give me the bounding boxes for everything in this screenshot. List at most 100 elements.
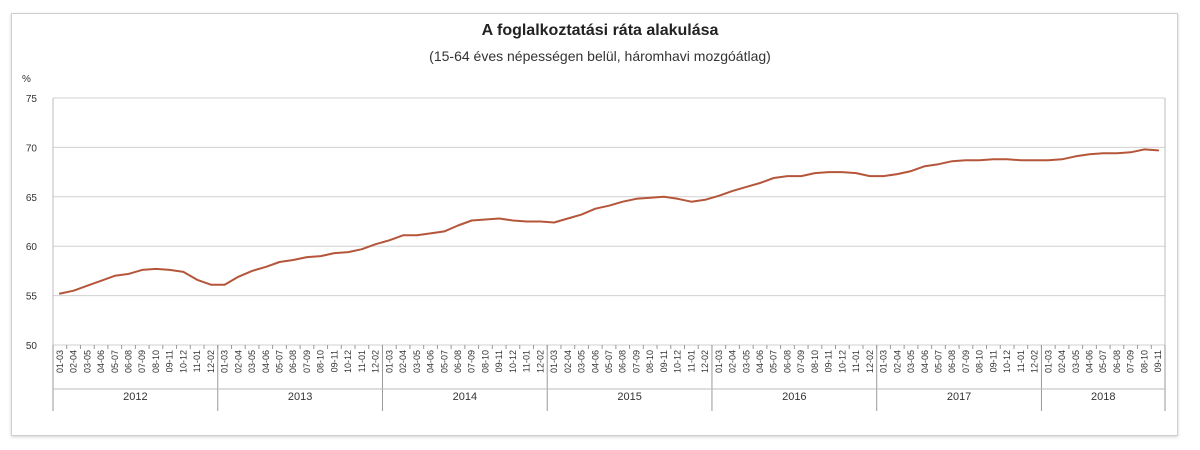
data-point bbox=[827, 171, 829, 173]
data-point bbox=[361, 248, 363, 250]
x-year-label-2015: 2015 bbox=[617, 391, 641, 403]
x-month-label: 05-07 bbox=[933, 350, 943, 373]
x-month-label: 02-04 bbox=[1057, 350, 1067, 373]
data-point bbox=[155, 268, 157, 270]
x-month-label: 11-01 bbox=[357, 350, 367, 372]
x-month-label: 06-08 bbox=[1112, 350, 1122, 373]
x-month-label: 05-07 bbox=[110, 350, 120, 373]
x-month-label: 03-05 bbox=[906, 350, 916, 373]
data-point bbox=[237, 276, 239, 278]
chart-frame bbox=[11, 13, 1178, 436]
x-month-label: 06-08 bbox=[947, 350, 957, 373]
data-point bbox=[580, 213, 582, 215]
x-month-label: 07-09 bbox=[467, 350, 477, 373]
x-month-label: 03-05 bbox=[741, 350, 751, 373]
data-point bbox=[937, 163, 939, 165]
data-point bbox=[965, 159, 967, 161]
x-month-label: 12-02 bbox=[865, 350, 875, 373]
x-month-label: 10-12 bbox=[343, 350, 353, 373]
data-point bbox=[320, 255, 322, 257]
x-month-label: 10-12 bbox=[1002, 350, 1012, 373]
x-month-label: 06-08 bbox=[124, 350, 134, 373]
data-point bbox=[896, 173, 898, 175]
chart-subtitle: (15-64 éves népességen belül, háromhavi … bbox=[429, 48, 771, 64]
data-point bbox=[855, 172, 857, 174]
data-point bbox=[86, 285, 88, 287]
y-axis-label: % bbox=[22, 74, 31, 85]
x-month-label: 09-11 bbox=[824, 350, 834, 372]
series-layer bbox=[58, 148, 1160, 295]
data-point bbox=[306, 256, 308, 258]
data-point bbox=[333, 252, 335, 254]
x-month-label: 07-09 bbox=[302, 350, 312, 373]
x-month-label: 03-05 bbox=[247, 350, 257, 373]
data-point bbox=[1102, 152, 1104, 154]
x-month-label: 02-04 bbox=[398, 350, 408, 373]
x-month-label: 05-07 bbox=[604, 350, 614, 373]
x-month-label: 03-05 bbox=[1071, 350, 1081, 373]
data-point bbox=[951, 160, 953, 162]
x-month-label: 05-07 bbox=[275, 350, 285, 373]
x-month-label: 01-03 bbox=[714, 350, 724, 373]
x-month-label: 04-06 bbox=[261, 350, 271, 373]
x-month-label: 03-05 bbox=[577, 350, 587, 373]
x-month-label: 04-06 bbox=[755, 350, 765, 373]
grid-layer bbox=[53, 97, 1165, 346]
x-month-label: 10-12 bbox=[837, 350, 847, 373]
x-month-label: 11-01 bbox=[192, 350, 202, 372]
x-month-label: 08-10 bbox=[975, 350, 985, 373]
x-month-label: 09-11 bbox=[659, 350, 669, 372]
data-point bbox=[924, 165, 926, 167]
x-year-label-2013: 2013 bbox=[288, 391, 312, 403]
data-point bbox=[168, 269, 170, 271]
data-point bbox=[1006, 158, 1008, 160]
data-point bbox=[72, 289, 74, 291]
x-month-label: 03-05 bbox=[82, 350, 92, 373]
data-point bbox=[594, 207, 596, 209]
data-point bbox=[471, 219, 473, 221]
x-month-label: 06-08 bbox=[782, 350, 792, 373]
x-month-label: 04-06 bbox=[96, 350, 106, 373]
data-point bbox=[1033, 159, 1035, 161]
data-point bbox=[553, 221, 555, 223]
x-month-label: 11-01 bbox=[1016, 350, 1026, 372]
data-point bbox=[690, 201, 692, 203]
data-point bbox=[443, 230, 445, 232]
x-month-label: 06-08 bbox=[453, 350, 463, 373]
x-month-label: 02-04 bbox=[233, 350, 243, 373]
data-point bbox=[100, 280, 102, 282]
data-point bbox=[869, 175, 871, 177]
x-month-label: 11-01 bbox=[686, 350, 696, 372]
data-point bbox=[416, 234, 418, 236]
data-point bbox=[127, 273, 129, 275]
data-point bbox=[567, 217, 569, 219]
x-month-label: 07-09 bbox=[1126, 350, 1136, 373]
x-month-label: 07-09 bbox=[631, 350, 641, 373]
x-month-label: 11-01 bbox=[522, 350, 532, 372]
x-month-label: 12-02 bbox=[535, 350, 545, 373]
x-month-label: 01-03 bbox=[549, 350, 559, 373]
y-tick-label-60: 60 bbox=[26, 242, 38, 253]
x-month-label: 08-10 bbox=[1139, 350, 1149, 373]
data-point bbox=[114, 275, 116, 277]
data-point bbox=[992, 158, 994, 160]
x-month-label: 06-08 bbox=[288, 350, 298, 373]
data-point bbox=[388, 239, 390, 241]
data-point bbox=[841, 171, 843, 173]
x-month-label: 08-10 bbox=[316, 350, 326, 373]
x-month-label: 12-02 bbox=[700, 350, 710, 373]
x-year-label-2014: 2014 bbox=[453, 391, 477, 403]
x-year-label-2012: 2012 bbox=[123, 391, 147, 403]
x-month-label: 10-12 bbox=[178, 350, 188, 373]
data-point bbox=[223, 284, 225, 286]
data-point bbox=[210, 284, 212, 286]
data-point bbox=[429, 232, 431, 234]
data-point bbox=[265, 266, 267, 268]
y-tick-label-50: 50 bbox=[26, 341, 38, 352]
x-month-label: 03-05 bbox=[412, 350, 422, 373]
data-point bbox=[1061, 158, 1063, 160]
x-month-label: 12-02 bbox=[1030, 350, 1040, 373]
x-month-label: 09-11 bbox=[165, 350, 175, 372]
data-point bbox=[374, 243, 376, 245]
data-point bbox=[773, 177, 775, 179]
